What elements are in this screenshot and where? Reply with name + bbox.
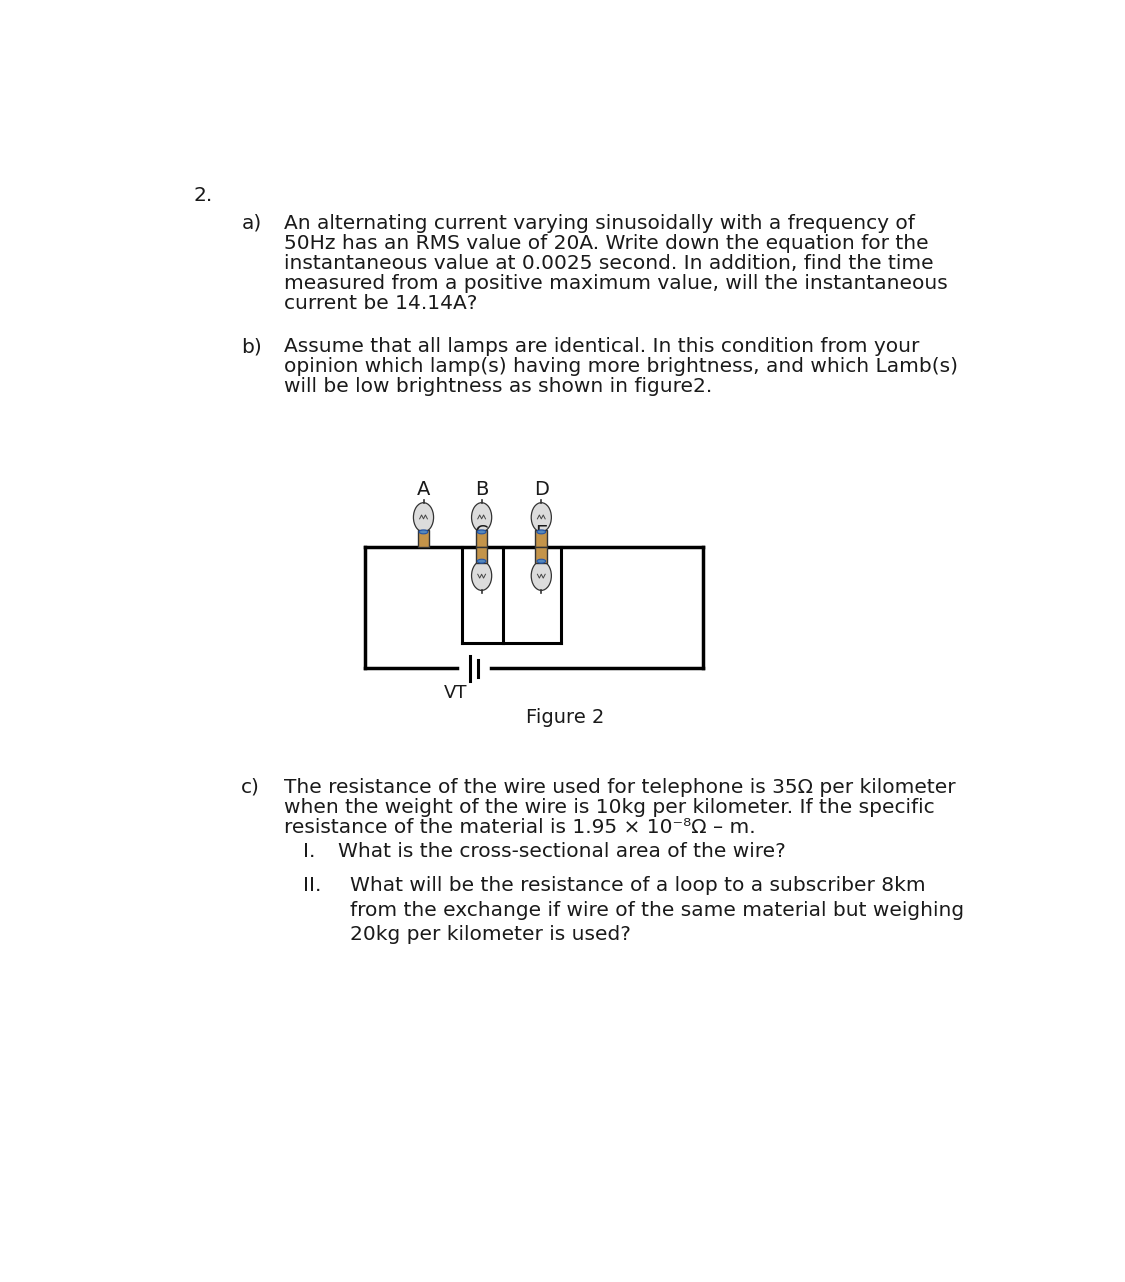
Ellipse shape xyxy=(531,562,551,591)
Text: will be low brightness as shown in figure2.: will be low brightness as shown in figur… xyxy=(284,377,712,396)
Text: current be 14.14A?: current be 14.14A? xyxy=(284,294,477,313)
Ellipse shape xyxy=(471,503,492,532)
FancyBboxPatch shape xyxy=(476,529,487,546)
Text: 50Hz has an RMS value of 20A. Write down the equation for the: 50Hz has an RMS value of 20A. Write down… xyxy=(284,233,928,253)
FancyBboxPatch shape xyxy=(536,529,547,546)
Ellipse shape xyxy=(531,503,551,532)
Text: An alternating current varying sinusoidally with a frequency of: An alternating current varying sinusoida… xyxy=(284,214,915,233)
FancyBboxPatch shape xyxy=(476,546,487,564)
Text: 2.: 2. xyxy=(193,186,213,205)
Text: VT: VT xyxy=(444,685,468,703)
FancyBboxPatch shape xyxy=(536,546,547,564)
Ellipse shape xyxy=(471,562,492,591)
Text: D: D xyxy=(534,479,549,499)
Text: opinion which lamp(s) having more brightness, and which Lamb(s): opinion which lamp(s) having more bright… xyxy=(284,358,958,376)
Text: A: A xyxy=(416,479,430,499)
Text: I.: I. xyxy=(304,842,316,862)
Text: from the exchange if wire of the same material but weighing: from the exchange if wire of the same ma… xyxy=(350,901,964,919)
Text: What is the cross-sectional area of the wire?: What is the cross-sectional area of the … xyxy=(339,842,786,862)
Text: B: B xyxy=(475,479,488,499)
Text: resistance of the material is 1.95 × 10⁻⁸Ω – m.: resistance of the material is 1.95 × 10⁻… xyxy=(284,818,756,837)
Text: a): a) xyxy=(242,214,262,233)
Text: c): c) xyxy=(242,778,260,796)
Text: E: E xyxy=(536,523,548,542)
Text: b): b) xyxy=(242,337,262,356)
Ellipse shape xyxy=(413,503,433,532)
Text: 20kg per kilometer is used?: 20kg per kilometer is used? xyxy=(350,926,631,945)
Ellipse shape xyxy=(477,529,486,533)
Text: Assume that all lamps are identical. In this condition from your: Assume that all lamps are identical. In … xyxy=(284,337,919,356)
Text: Figure 2: Figure 2 xyxy=(525,708,604,727)
Text: when the weight of the wire is 10kg per kilometer. If the specific: when the weight of the wire is 10kg per … xyxy=(284,797,935,817)
Ellipse shape xyxy=(420,529,428,533)
Text: instantaneous value at 0.0025 second. In addition, find the time: instantaneous value at 0.0025 second. In… xyxy=(284,254,934,273)
Ellipse shape xyxy=(537,559,546,563)
Text: measured from a positive maximum value, will the instantaneous: measured from a positive maximum value, … xyxy=(284,274,947,294)
FancyBboxPatch shape xyxy=(417,529,430,546)
Text: II.: II. xyxy=(304,876,322,895)
Text: What will be the resistance of a loop to a subscriber 8km: What will be the resistance of a loop to… xyxy=(350,876,926,895)
Ellipse shape xyxy=(537,529,546,533)
Text: The resistance of the wire used for telephone is 35Ω per kilometer: The resistance of the wire used for tele… xyxy=(284,778,955,796)
Text: C: C xyxy=(475,523,488,542)
Ellipse shape xyxy=(477,559,486,563)
